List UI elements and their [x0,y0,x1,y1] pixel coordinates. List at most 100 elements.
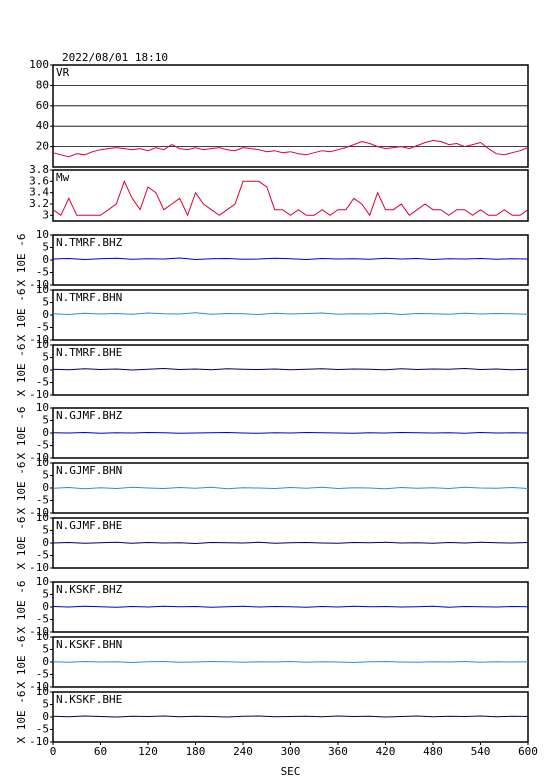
chart-title: 2022/08/01 18:10 [62,51,168,64]
y-tick-label: 5 [42,588,49,601]
y-tick-label: -5 [36,439,49,452]
trace [52,139,529,158]
y-tick-label: 5 [42,351,49,364]
y-tick-label: 3.6 [29,174,49,187]
x-tick-label: 360 [328,745,348,758]
trace [52,541,529,545]
y-tick-label: 3 [42,208,49,221]
y-tick-label: 0 [42,710,49,723]
y-tick-label: 0 [42,426,49,439]
y-tick-label: 5 [42,524,49,537]
y-tick-label: -5 [36,549,49,562]
y-tick-label: 40 [36,119,49,132]
y-tick-label: -10 [29,625,49,638]
y-axis-label: X 10E -6 [15,517,28,570]
y-tick-label: 0 [42,655,49,668]
y-tick-label: -5 [36,723,49,736]
y-tick-label: 0 [42,253,49,266]
trace [52,605,529,608]
y-axis-label: X 10E -6 [15,691,28,744]
panel-frame [52,289,529,341]
trace [52,486,529,490]
y-tick-label: 5 [42,414,49,427]
y-axis-label: X 10E -6 [15,289,28,342]
trace-label: N.GJMF.BHZ [56,409,123,422]
y-axis-label: X 10E -6 [15,407,28,460]
trace-label: N.TMRF.BHN [56,291,122,304]
y-tick-label: 10 [36,401,49,414]
panel-frame [52,169,529,222]
y-tick-label: 100 [29,58,49,71]
y-tick-label: 10 [36,228,49,241]
y-tick-label: 0 [42,600,49,613]
x-tick-label: 0 [50,745,57,758]
y-axis-label: X 10E -6 [15,344,28,397]
trace-label: N.KSKF.BHN [56,638,122,651]
trace [52,179,529,217]
trace [52,312,529,316]
x-tick-label: 600 [518,745,538,758]
y-tick-label: -10 [29,735,49,748]
x-tick-label: 540 [471,745,491,758]
trace-label: N.TMRF.BHZ [56,236,123,249]
y-tick-label: -5 [36,613,49,626]
trace [52,715,529,718]
y-tick-label: -10 [29,388,49,401]
trace [52,257,529,261]
trace-label: N.GJMF.BHN [56,464,122,477]
trace-label: N.KSKF.BHZ [56,583,123,596]
x-axis-label: SEC [281,765,301,778]
y-axis-label: X 10E -6 [15,234,28,287]
trace [52,367,529,371]
trace-label: VR [56,66,70,79]
trace-label: N.KSKF.BHE [56,693,122,706]
y-tick-label: 5 [42,296,49,309]
x-tick-label: 300 [281,745,301,758]
x-tick-label: 420 [376,745,396,758]
x-tick-label: 120 [138,745,158,758]
y-tick-label: -5 [36,376,49,389]
trace-label: Mw [56,171,70,184]
y-tick-label: -10 [29,278,49,291]
y-tick-label: 80 [36,78,49,91]
y-tick-label: 3.4 [29,186,49,199]
y-tick-label: -10 [29,333,49,346]
y-tick-label: 0 [42,481,49,494]
y-tick-label: 5 [42,698,49,711]
y-tick-label: 10 [36,456,49,469]
y-tick-label: -5 [36,668,49,681]
y-tick-label: -5 [36,494,49,507]
panel-frame [52,234,529,286]
y-tick-label: 10 [36,630,49,643]
y-tick-label: 0 [42,536,49,549]
y-axis-label: X 10E -6 [15,636,28,689]
y-tick-label: -10 [29,506,49,519]
y-tick-label: 10 [36,511,49,524]
trace-label: N.GJMF.BHE [56,519,122,532]
y-tick-label: -10 [29,561,49,574]
y-tick-label: 20 [36,140,49,153]
y-tick-label: -10 [29,451,49,464]
trace [52,660,529,664]
x-tick-label: 60 [94,745,107,758]
y-tick-label: 10 [36,338,49,351]
y-tick-label: 10 [36,283,49,296]
y-axis-label: X 10E -6 [15,462,28,515]
y-tick-label: 5 [42,241,49,254]
y-tick-label: 10 [36,685,49,698]
y-tick-label: 10 [36,575,49,588]
y-tick-label: 0 [42,308,49,321]
y-tick-label: -5 [36,266,49,279]
x-tick-label: 480 [423,745,443,758]
y-axis-label: X 10E -6 [15,581,28,634]
y-tick-label: -5 [36,321,49,334]
trace-label: N.TMRF.BHE [56,346,122,359]
trace [52,431,529,434]
y-tick-label: 5 [42,469,49,482]
y-tick-label: 60 [36,99,49,112]
y-tick-label: 5 [42,643,49,656]
x-tick-label: 180 [186,745,206,758]
y-tick-label: -10 [29,680,49,693]
y-tick-label: 3.2 [29,197,49,210]
